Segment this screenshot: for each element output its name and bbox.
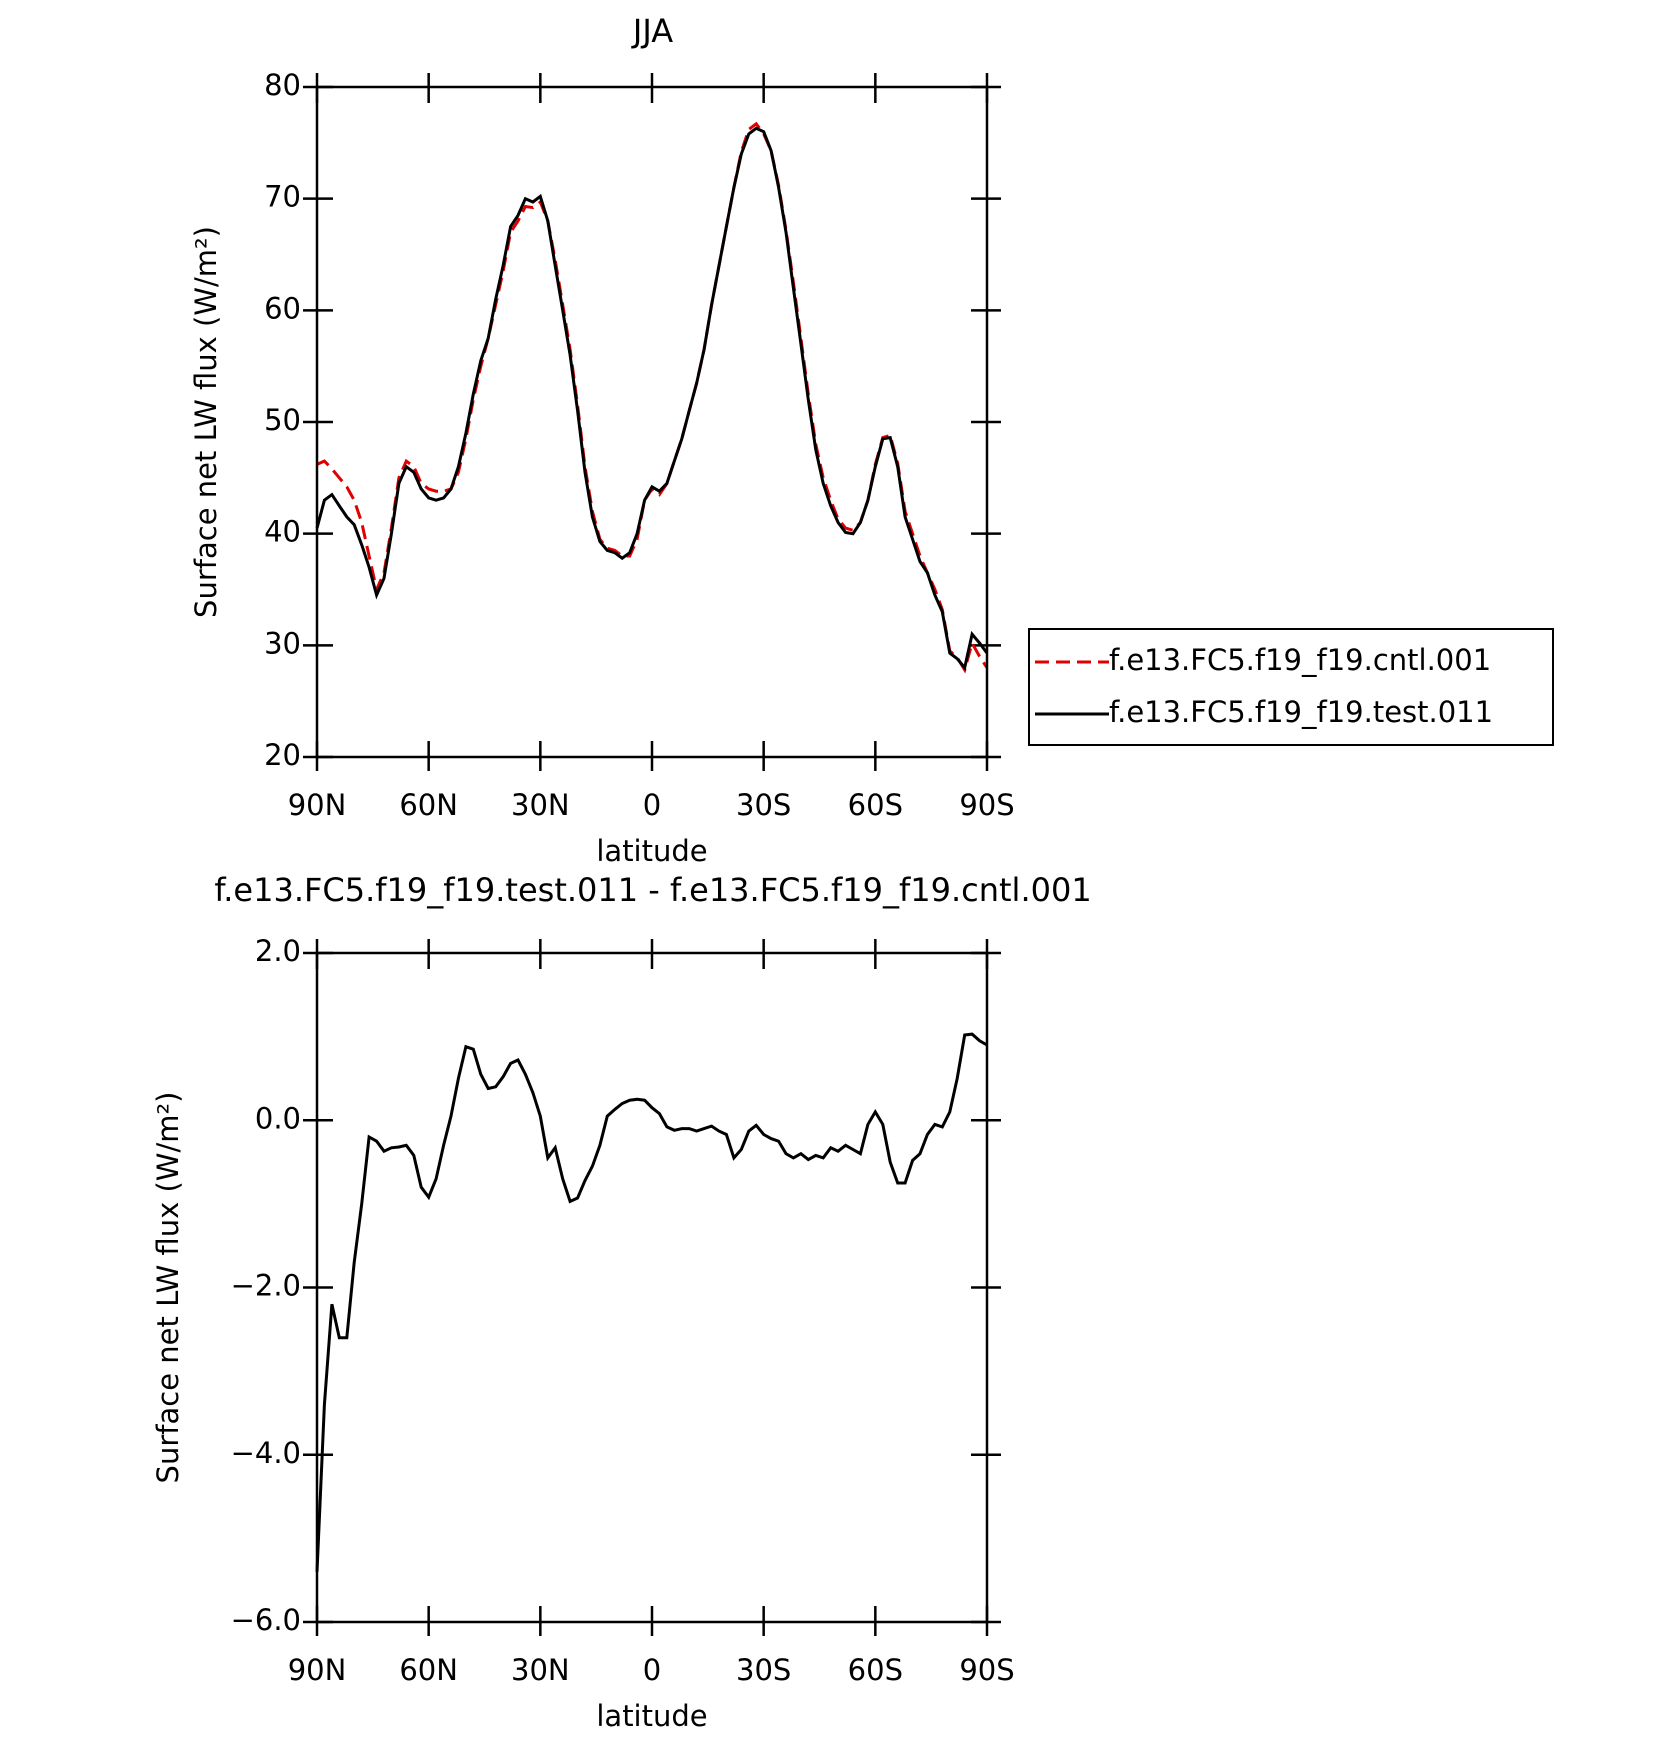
- x-tick-label: 60N: [399, 788, 458, 822]
- x-axis-label: latitude: [596, 1699, 707, 1733]
- y-tick-label: 80: [264, 68, 301, 102]
- x-tick-label: 30S: [736, 1653, 791, 1687]
- x-tick-label: 60N: [399, 1653, 458, 1687]
- y-tick-label: 50: [264, 403, 301, 437]
- x-tick-label: 0: [643, 1653, 661, 1687]
- x-tick-label: 0: [643, 788, 661, 822]
- y-axis-label: Surface net LW flux (W/m²): [151, 1092, 185, 1484]
- y-tick-label: −2.0: [231, 1269, 301, 1303]
- x-tick-label: 30N: [511, 788, 570, 822]
- x-tick-label: 30S: [736, 788, 791, 822]
- x-tick-label: 60S: [848, 788, 903, 822]
- plot-frame: [315, 85, 989, 759]
- y-tick-label: 60: [264, 291, 301, 325]
- y-tick-label: 30: [264, 626, 301, 660]
- y-tick-label: 40: [264, 515, 301, 549]
- x-tick-label: 60S: [848, 1653, 903, 1687]
- x-tick-label: 90S: [959, 1653, 1014, 1687]
- chart-title: JJA: [631, 12, 673, 50]
- plot-frame: [315, 951, 989, 1624]
- y-tick-label: 20: [264, 738, 301, 772]
- y-tick-label: −4.0: [231, 1436, 301, 1470]
- x-tick-label: 90S: [959, 788, 1014, 822]
- data-line: [315, 126, 989, 672]
- y-tick-label: 2.0: [255, 934, 301, 968]
- x-tick-label: 30N: [511, 1653, 570, 1687]
- y-tick-label: 0.0: [255, 1101, 301, 1135]
- x-tick-label: 90N: [288, 788, 347, 822]
- x-tick-label: 90N: [288, 1653, 347, 1687]
- data-line: [316, 121, 989, 674]
- chart-title: f.e13.FC5.f19_f19.test.011 - f.e13.FC5.f…: [214, 871, 1091, 909]
- legend-box: [1028, 628, 1554, 746]
- y-axis-label: Surface net LW flux (W/m²): [189, 226, 223, 618]
- y-tick-label: 70: [264, 180, 301, 214]
- data-line: [315, 1032, 988, 1572]
- legend-label: f.e13.FC5.f19_f19.cntl.001: [1109, 643, 1491, 677]
- x-axis-label: latitude: [596, 834, 707, 868]
- y-tick-label: −6.0: [231, 1603, 301, 1637]
- legend-label: f.e13.FC5.f19_f19.test.011: [1109, 695, 1493, 729]
